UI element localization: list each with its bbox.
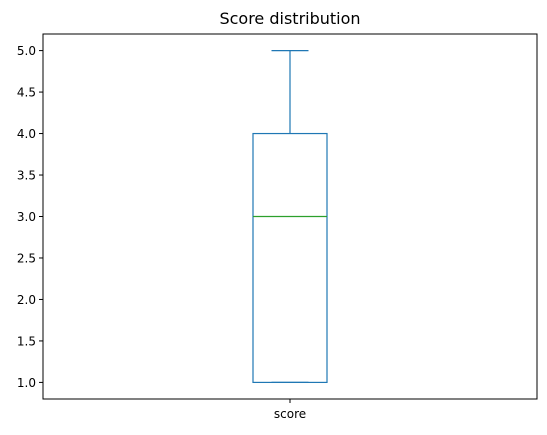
y-tick-label: 3.5 (17, 169, 36, 183)
y-tick-label: 3.0 (17, 210, 36, 224)
plot-area: 1.0 1.5 2.0 2.5 3.0 3.5 4.0 4.5 5.0 score (17, 33, 538, 421)
y-tick-label: 4.0 (17, 127, 36, 141)
y-tick-label: 4.5 (17, 86, 36, 100)
y-tick-label: 1.0 (17, 376, 36, 390)
y-tick-label: 1.5 (17, 334, 36, 348)
chart-title: Score distribution (219, 9, 360, 28)
x-tick-label: score (274, 407, 306, 421)
y-tick-label: 2.0 (17, 293, 36, 307)
y-tick-label: 2.5 (17, 251, 36, 265)
y-tick-label: 5.0 (17, 44, 36, 58)
